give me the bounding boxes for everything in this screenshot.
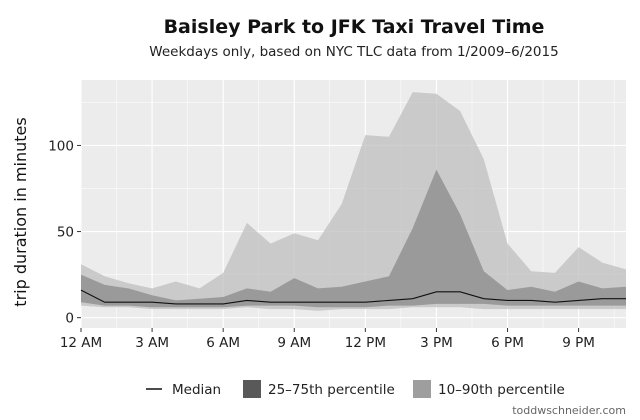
y-tick-label: 50 <box>57 225 74 241</box>
legend-iqr-swatch <box>243 380 261 398</box>
x-tick-label: 12 PM <box>345 335 386 351</box>
chart-title: Baisley Park to JFK Taxi Travel Time <box>164 16 545 38</box>
legend-median-label: Median <box>172 382 221 398</box>
legend-iqr-label: 25–75th percentile <box>268 382 395 398</box>
x-tick-label: 3 AM <box>135 335 169 351</box>
x-tick-label: 9 PM <box>562 335 595 351</box>
y-tick-label: 0 <box>65 311 74 327</box>
median-line <box>80 289 626 305</box>
band-25-75th-percentile <box>81 169 626 308</box>
x-tick-label: 9 AM <box>277 335 311 351</box>
legend-decile-swatch <box>413 380 431 398</box>
axis-ticks: 12 AM 3 AM 6 AM 9 AM 12 PM 3 PM 6 PM 9 PM 0 50 100 <box>48 138 595 351</box>
band-layer <box>81 92 626 311</box>
y-tick-label: 100 <box>48 138 74 154</box>
legend: Median 25–75th percentile 10–90th percen… <box>146 380 565 398</box>
x-tick-label: 12 AM <box>60 335 102 351</box>
chart-subtitle: Weekdays only, based on NYC TLC data fro… <box>149 44 558 60</box>
x-tick-label: 6 PM <box>491 335 524 351</box>
line-layer <box>80 289 626 305</box>
y-axis-label: trip duration in minutes <box>11 117 30 306</box>
band-10-90th-percentile <box>81 92 626 311</box>
caption: toddwschneider.com <box>512 404 626 417</box>
legend-decile-label: 10–90th percentile <box>438 382 565 398</box>
x-tick-label: 3 PM <box>420 335 453 351</box>
x-tick-label: 6 AM <box>206 335 240 351</box>
